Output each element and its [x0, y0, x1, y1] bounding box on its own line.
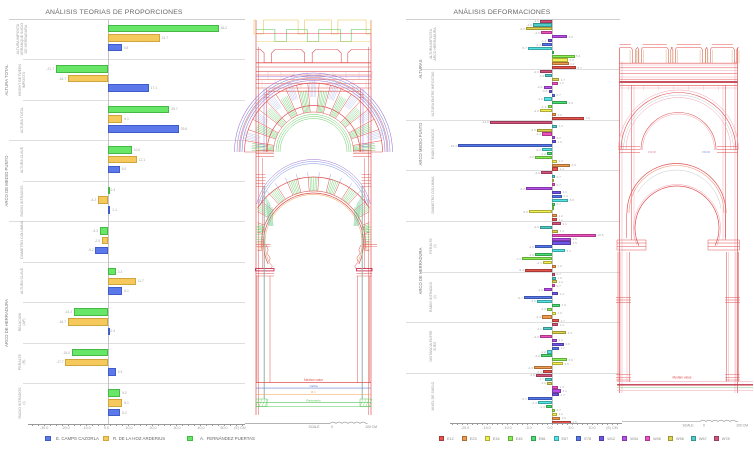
svg-text:100 CM: 100 CM: [365, 425, 377, 429]
svg-text:100 CM: 100 CM: [736, 423, 748, 427]
svg-text:0: 0: [331, 425, 333, 429]
svg-text:Median value: Median value: [673, 376, 692, 380]
svg-text:SCALE: SCALE: [682, 423, 694, 427]
svg-text:Pavimento: Pavimento: [306, 398, 321, 402]
svg-text:SCALE: SCALE: [308, 425, 320, 429]
svg-text:150.00: 150.00: [702, 150, 710, 154]
svg-text:Median value: Median value: [304, 378, 323, 382]
svg-text:150.00: 150.00: [648, 150, 656, 154]
svg-text:0: 0: [703, 423, 705, 427]
svg-text:R.1: R.1: [311, 390, 316, 394]
svg-text:Caliza: Caliza: [309, 384, 318, 388]
